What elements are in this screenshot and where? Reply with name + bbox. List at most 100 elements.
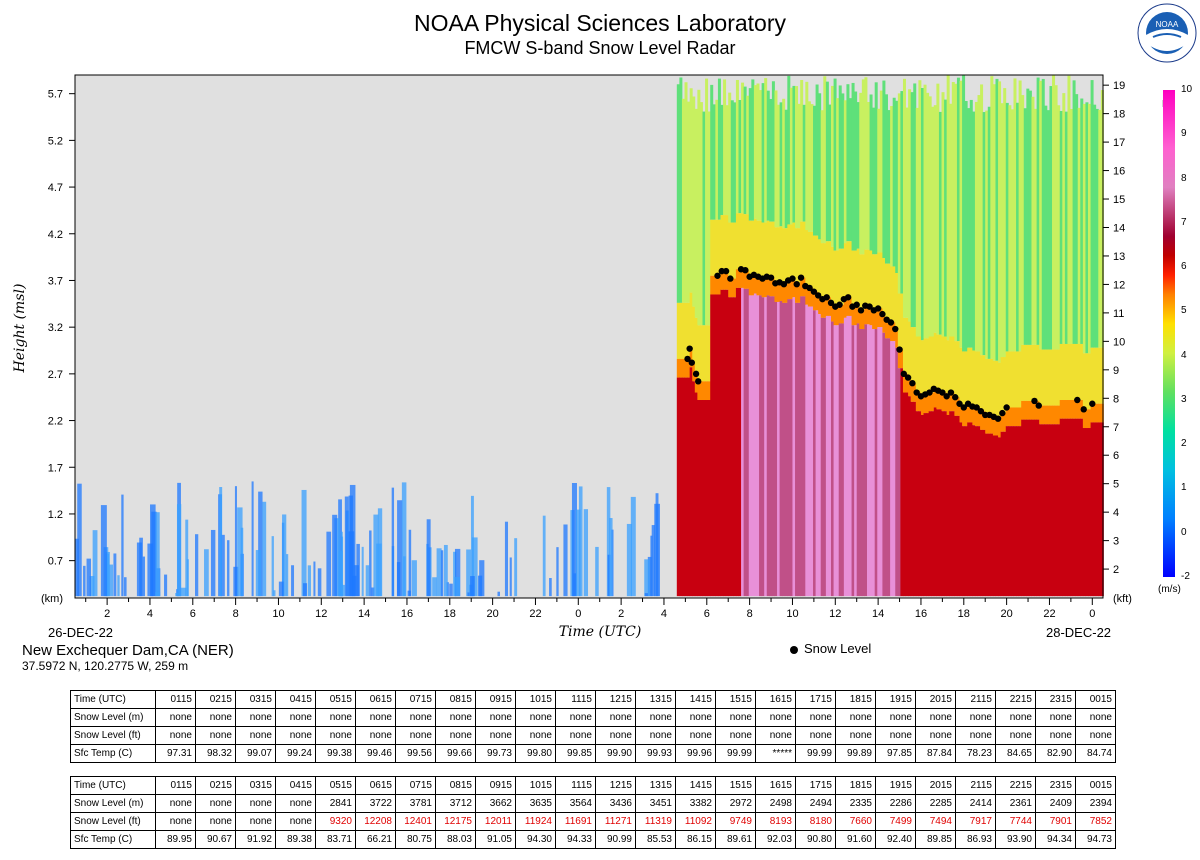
echo-column — [1054, 349, 1058, 406]
echo-column — [764, 278, 768, 298]
table-cell: 12175 — [435, 812, 476, 831]
table-cell: none — [395, 708, 436, 727]
echo-column — [1034, 108, 1038, 345]
echo-column — [712, 104, 716, 220]
table-cell: 12208 — [355, 812, 396, 831]
table-cell: 1515 — [715, 690, 756, 709]
echo-column — [746, 214, 750, 271]
echo-column — [692, 306, 696, 363]
echo-column — [1085, 353, 1089, 410]
echo-column — [702, 381, 706, 401]
echo-column — [1059, 343, 1063, 401]
echo-column — [823, 317, 827, 597]
echo-column — [782, 302, 786, 597]
echo-column — [676, 358, 680, 378]
colorbar-tick-label: 1 — [1181, 482, 1187, 494]
noaa-logo: NOAA — [1137, 3, 1197, 63]
echo-column — [681, 98, 685, 303]
table-cell: 3382 — [675, 794, 716, 813]
echo-column — [1013, 78, 1017, 352]
echo-column — [962, 426, 966, 597]
table-cell: none — [195, 726, 236, 745]
table-cell: none — [275, 708, 316, 727]
echo-column — [720, 289, 724, 597]
echo-column — [815, 310, 819, 597]
echo-column — [841, 93, 845, 249]
echo-column — [391, 487, 395, 597]
echo-column — [676, 302, 680, 359]
echo-column — [951, 392, 955, 412]
echo-column — [1088, 428, 1092, 597]
y2-tick-label: 12 — [1113, 279, 1125, 291]
echo-column — [1010, 351, 1014, 408]
echo-column — [1093, 422, 1097, 597]
echo-column — [874, 329, 878, 597]
echo-column — [356, 543, 360, 597]
echo-column — [728, 92, 732, 223]
echo-column — [805, 286, 809, 305]
echo-column — [828, 297, 832, 316]
echo-column — [1082, 409, 1086, 429]
echo-column — [831, 302, 835, 322]
echo-column — [897, 349, 901, 369]
echo-column — [941, 336, 945, 393]
echo-column — [866, 249, 870, 306]
echo-column — [866, 305, 870, 325]
echo-column — [949, 336, 953, 393]
echo-column — [514, 538, 518, 597]
echo-column — [902, 373, 906, 393]
echo-column — [1052, 424, 1056, 597]
table-cell: none — [715, 708, 756, 727]
echo-column — [1036, 77, 1040, 345]
y-tick-label: 1.2 — [48, 509, 63, 521]
echo-column — [756, 83, 760, 221]
echo-column — [1085, 102, 1089, 354]
echo-column — [992, 84, 996, 361]
table-cell: 7917 — [955, 812, 996, 831]
echo-column — [843, 243, 847, 300]
echo-column — [702, 400, 706, 597]
echo-column — [1044, 105, 1048, 350]
table-cell: 78.23 — [955, 744, 996, 763]
echo-column — [920, 396, 924, 415]
y2-tick-label: 14 — [1113, 222, 1125, 234]
echo-column — [735, 269, 739, 288]
summary-table-1: Time (UTC) 0115 0215 0315 0415 0515 0615 0715 08… — [70, 690, 1116, 763]
echo-column — [725, 215, 729, 272]
echo-column — [882, 314, 886, 333]
echo-column — [818, 93, 822, 240]
table-cell: 2285 — [915, 794, 956, 813]
echo-column — [1028, 344, 1032, 401]
colorbar-tick-label: 4 — [1181, 349, 1187, 361]
echo-column — [969, 422, 973, 597]
snow-level-point — [913, 389, 920, 396]
echo-column — [707, 381, 711, 401]
y2-tick-label: 19 — [1113, 80, 1125, 92]
echo-column — [815, 291, 819, 311]
x-tick-label: 0 — [1089, 608, 1095, 620]
echo-column — [987, 433, 991, 597]
echo-column — [1075, 400, 1079, 419]
echo-column — [687, 302, 691, 359]
echo-column — [1041, 405, 1045, 425]
echo-column — [1049, 86, 1053, 350]
echo-column — [838, 323, 842, 597]
echo-column — [650, 535, 653, 597]
table-cell: none — [915, 708, 956, 727]
echo-column — [856, 102, 860, 249]
echo-column — [730, 278, 734, 298]
table-cell: 90.99 — [595, 830, 636, 849]
echo-column — [401, 482, 407, 597]
table-cell: 94.34 — [1035, 830, 1076, 849]
echo-column — [735, 213, 739, 270]
echo-column — [681, 302, 685, 359]
table-cell: 86.93 — [955, 830, 996, 849]
echo-column — [626, 523, 633, 597]
echo-column — [1005, 407, 1009, 427]
echo-column — [959, 80, 963, 348]
echo-column — [933, 105, 937, 333]
echo-column — [913, 327, 917, 384]
table-cell: 98.32 — [195, 744, 236, 763]
table-cell: 7494 — [915, 812, 956, 831]
table-row: Time (UTC) 0115 0215 0315 0415 0515 0615 0715 08… — [70, 690, 1116, 709]
